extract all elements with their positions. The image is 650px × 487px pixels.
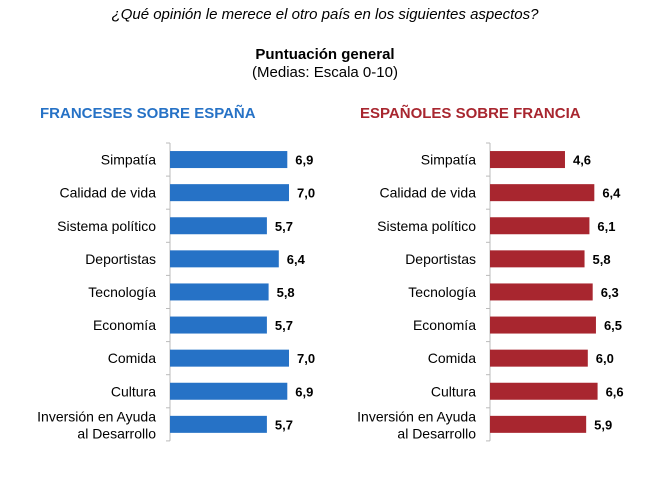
- bar: [490, 151, 565, 169]
- data-label: 7,0: [297, 186, 315, 201]
- chart-subtitle: (Medias: Escala 0-10): [252, 64, 398, 81]
- category-label: Deportistas: [85, 251, 156, 267]
- bar: [490, 415, 587, 433]
- bar: [170, 283, 269, 301]
- data-label: 6,4: [602, 186, 621, 201]
- data-label: 6,0: [596, 351, 614, 366]
- bar: [170, 184, 289, 202]
- data-label: 5,7: [275, 219, 293, 234]
- category-label: Sistema político: [377, 218, 476, 234]
- data-label: 6,1: [597, 219, 615, 234]
- bar: [170, 316, 267, 334]
- category-label: Inversión en Ayuda al Desarrollo: [357, 408, 476, 441]
- bar: [170, 217, 267, 235]
- category-label: Cultura: [111, 383, 156, 399]
- category-label: Economía: [413, 317, 476, 333]
- category-label: Simpatía: [421, 152, 476, 168]
- data-label: 6,5: [604, 318, 622, 333]
- bar: [170, 415, 267, 433]
- bar: [170, 151, 288, 169]
- bar: [170, 250, 279, 268]
- data-label: 5,9: [594, 417, 612, 432]
- category-label: Deportistas: [405, 251, 476, 267]
- bar: [490, 382, 598, 400]
- bar: [490, 250, 585, 268]
- data-label: 6,4: [287, 252, 306, 267]
- data-label: 6,9: [295, 384, 313, 399]
- category-label: Comida: [108, 350, 156, 366]
- category-label: Comida: [428, 350, 476, 366]
- category-label: Cultura: [431, 383, 476, 399]
- bar: [490, 349, 588, 367]
- category-label: Economía: [93, 317, 156, 333]
- panel-title-left: FRANCESES SOBRE ESPAÑA: [40, 105, 256, 122]
- category-label: Calidad de vida: [379, 185, 476, 201]
- bar: [490, 217, 590, 235]
- bar: [170, 382, 288, 400]
- data-label: 5,8: [277, 285, 295, 300]
- data-label: 4,6: [573, 153, 591, 168]
- data-label: 5,7: [275, 417, 293, 432]
- panel-title-right: ESPAÑOLES SOBRE FRANCIA: [360, 105, 581, 122]
- data-label: 6,6: [606, 384, 624, 399]
- chart-title: Puntuación general: [255, 46, 395, 63]
- category-label: Calidad de vida: [59, 185, 156, 201]
- data-label: 6,3: [601, 285, 619, 300]
- bar: [170, 349, 289, 367]
- category-label: Simpatía: [101, 152, 156, 168]
- data-label: 7,0: [297, 351, 315, 366]
- category-label: Sistema político: [57, 218, 156, 234]
- question-text: ¿Qué opinión le merece el otro país en l…: [111, 6, 539, 23]
- data-label: 5,8: [593, 252, 611, 267]
- category-label: Tecnología: [88, 284, 156, 300]
- category-label: Tecnología: [408, 284, 476, 300]
- bar: [490, 283, 593, 301]
- bar: [490, 184, 595, 202]
- category-label: Inversión en Ayuda al Desarrollo: [37, 408, 156, 441]
- data-label: 6,9: [295, 153, 313, 168]
- data-label: 5,7: [275, 318, 293, 333]
- bar: [490, 316, 596, 334]
